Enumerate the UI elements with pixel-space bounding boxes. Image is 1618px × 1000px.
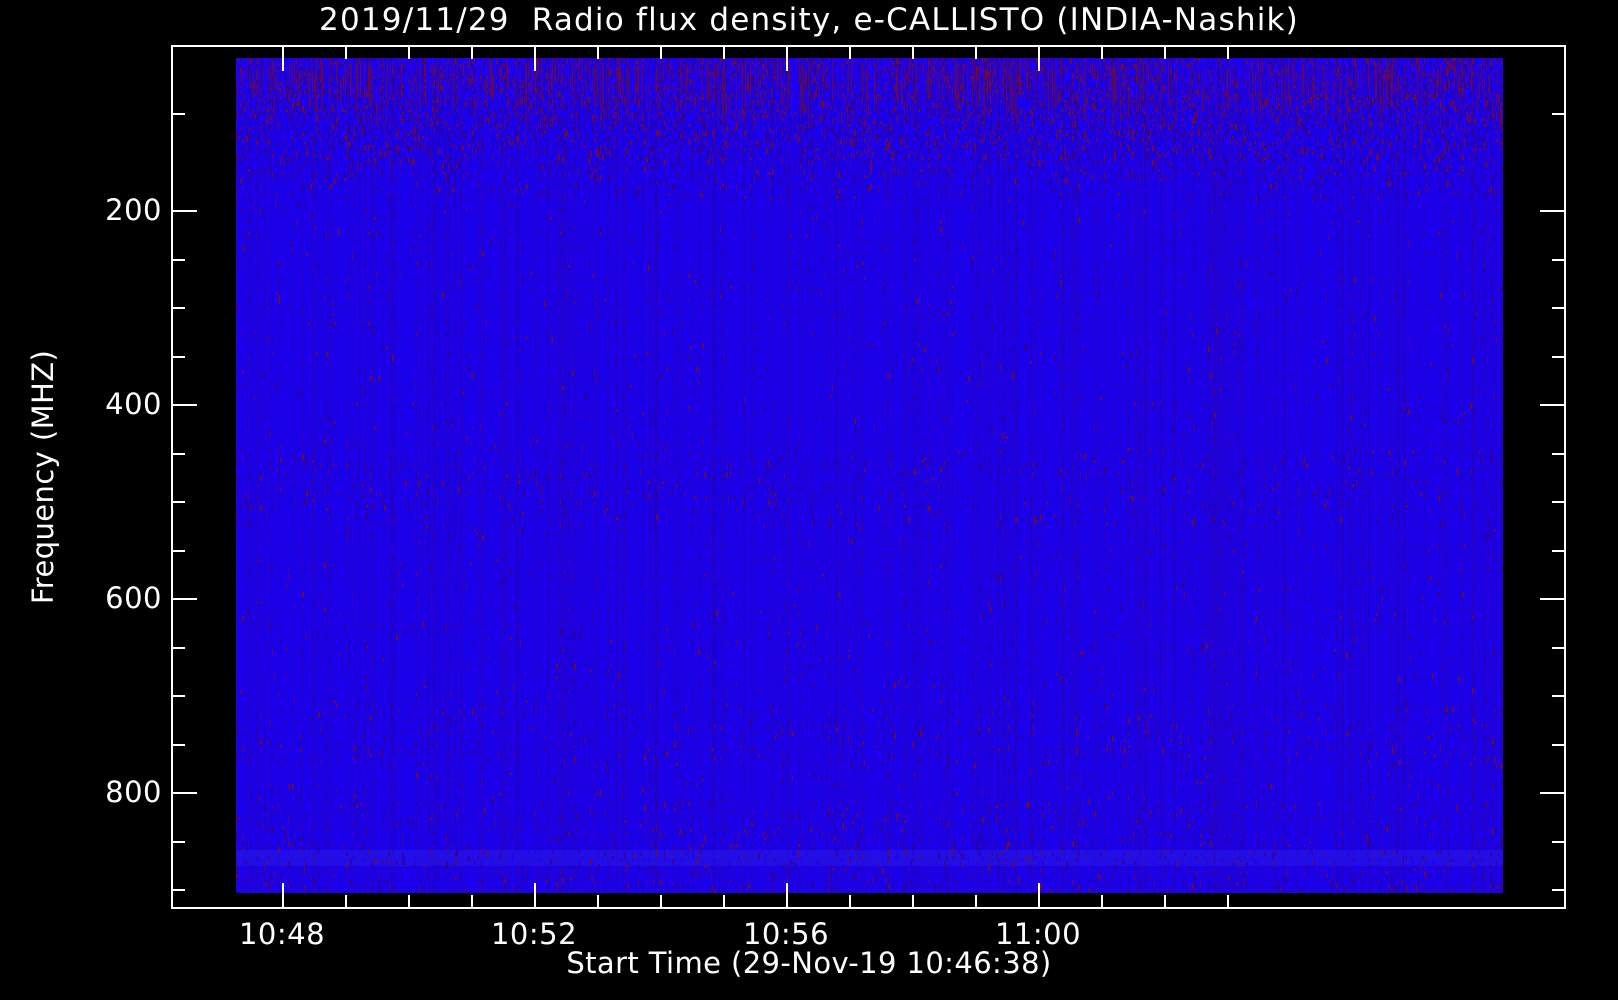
y-tick-minor xyxy=(1552,259,1566,261)
y-tick-minor xyxy=(171,550,185,552)
y-axis-title: Frequency (MHZ) xyxy=(26,349,60,605)
y-tick-minor xyxy=(1552,841,1566,843)
x-tick-label: 11:00 xyxy=(994,917,1082,951)
x-tick-minor xyxy=(849,895,851,909)
y-tick-minor xyxy=(171,307,185,309)
y-tick-minor xyxy=(171,453,185,455)
y-tick-minor xyxy=(171,889,185,891)
spectrogram-image xyxy=(236,58,1503,893)
x-tick-minor xyxy=(1227,895,1229,909)
y-tick-minor xyxy=(1552,550,1566,552)
y-tick-minor xyxy=(1552,889,1566,891)
page-title: 2019/11/29 Radio flux density, e-CALLIST… xyxy=(319,2,1299,38)
y-tick-major xyxy=(1540,404,1566,406)
x-tick-minor xyxy=(1227,45,1229,59)
x-tick-label: 10:56 xyxy=(742,917,830,951)
y-tick-minor xyxy=(171,647,185,649)
x-tick-minor xyxy=(471,45,473,59)
x-tick-minor xyxy=(975,895,977,909)
x-tick-minor xyxy=(1164,45,1166,59)
y-tick-minor xyxy=(1552,501,1566,503)
x-tick-minor xyxy=(849,45,851,59)
y-tick-major xyxy=(171,792,197,794)
y-tick-minor xyxy=(1552,113,1566,115)
y-tick-major xyxy=(1540,598,1566,600)
y-tick-label: 400 xyxy=(105,387,162,421)
x-tick-minor xyxy=(597,45,599,59)
y-tick-minor xyxy=(1552,453,1566,455)
y-tick-minor xyxy=(1552,356,1566,358)
x-tick-minor xyxy=(660,895,662,909)
x-tick-minor xyxy=(471,895,473,909)
x-tick-minor xyxy=(912,895,914,909)
y-tick-label: 200 xyxy=(105,193,162,227)
y-tick-label: 800 xyxy=(105,775,162,809)
x-tick-minor xyxy=(408,895,410,909)
y-tick-minor xyxy=(1552,647,1566,649)
spectrogram-canvas xyxy=(236,58,1503,893)
y-tick-major xyxy=(171,404,197,406)
y-tick-minor xyxy=(171,501,185,503)
y-tick-minor xyxy=(171,744,185,746)
x-tick-label: 10:48 xyxy=(238,917,326,951)
x-tick-minor xyxy=(723,895,725,909)
x-tick-label: 10:52 xyxy=(490,917,578,951)
x-tick-minor xyxy=(975,45,977,59)
y-tick-label: 600 xyxy=(105,581,162,615)
x-tick-minor xyxy=(597,895,599,909)
x-axis-title: Start Time (29-Nov-19 10:46:38) xyxy=(566,946,1052,980)
x-tick-minor xyxy=(723,45,725,59)
y-tick-minor xyxy=(171,259,185,261)
y-tick-minor xyxy=(1552,307,1566,309)
x-tick-minor xyxy=(660,45,662,59)
y-tick-minor xyxy=(171,356,185,358)
x-tick-minor xyxy=(912,45,914,59)
x-tick-minor xyxy=(345,45,347,59)
y-tick-minor xyxy=(171,113,185,115)
x-tick-minor xyxy=(1164,895,1166,909)
x-tick-minor xyxy=(1101,895,1103,909)
y-tick-minor xyxy=(1552,695,1566,697)
x-tick-minor xyxy=(1101,45,1103,59)
y-tick-major xyxy=(1540,792,1566,794)
y-tick-major xyxy=(171,210,197,212)
y-tick-major xyxy=(1540,210,1566,212)
y-tick-minor xyxy=(1552,744,1566,746)
x-tick-minor xyxy=(408,45,410,59)
x-tick-minor xyxy=(345,895,347,909)
y-tick-minor xyxy=(171,695,185,697)
y-tick-minor xyxy=(171,841,185,843)
y-tick-major xyxy=(171,598,197,600)
